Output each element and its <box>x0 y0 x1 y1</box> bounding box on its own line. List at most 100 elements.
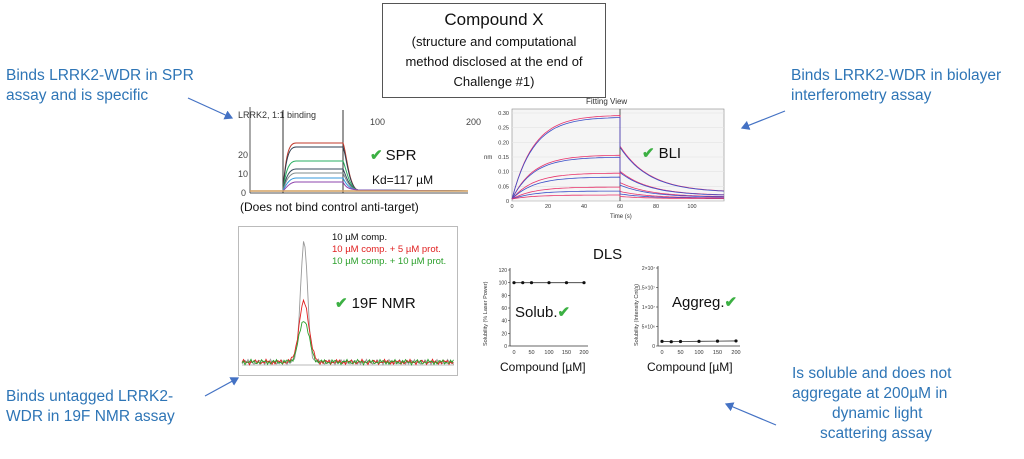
bli-xtick: 40 <box>581 204 587 210</box>
bli-panel: Fitting View 0.30 0.25 0.20 0.15 0.10 0.05 0 0… <box>484 97 725 220</box>
bli-label-text: ✔ BLI <box>642 145 681 162</box>
dls-aggreg-x-ticks: 0 50 100 150 200 <box>660 350 740 356</box>
dls-solub-ytick: 40 <box>501 319 507 325</box>
spr-ytick-0: 0 <box>241 188 246 198</box>
nmr-label-text: ✔ 19F NMR <box>335 295 416 312</box>
arrow-dls <box>724 402 777 426</box>
spr-label-text: ✔ SPR <box>370 147 417 164</box>
bli-grid <box>512 112 724 202</box>
dls-solub-point <box>547 281 551 285</box>
bli-x-ticks: 0 20 40 60 80 100 <box>510 204 696 210</box>
callout-dls-line3: dynamic light <box>832 405 923 422</box>
nmr-spectra <box>241 241 454 366</box>
callout-spr: Binds LRRK2-WDR in SPR assay and is spec… <box>6 66 194 106</box>
nmr-spectrum <box>241 321 454 366</box>
dls-aggreg-ytick: 0 <box>652 344 655 350</box>
compound-note-2: method disclosed at the end of <box>405 54 583 69</box>
callout-nmr-line2: WDR in 19F NMR assay <box>6 408 175 425</box>
dls-solub-ytick: 60 <box>501 306 507 312</box>
compound-note-1: (structure and computational <box>411 34 577 49</box>
dls-solub-point <box>512 281 516 285</box>
bli-y-ticks: 0.30 0.25 0.20 0.15 0.10 0.05 0 <box>498 111 509 205</box>
spr-ytick-20: 20 <box>238 150 248 160</box>
spr-trace <box>250 181 469 192</box>
spr-axis-200: 200 <box>466 117 481 127</box>
bli-ytick: 0.25 <box>498 126 509 132</box>
dls-solub-point <box>529 281 534 285</box>
dls-solub-ytick: 20 <box>501 331 507 337</box>
spr-ytick-10: 10 <box>238 169 248 179</box>
nmr-panel: 10 µM comp. 10 µM comp. + 5 µM prot. 10 … <box>238 226 458 376</box>
bli-trace <box>511 194 724 200</box>
callout-dls-line1: Is soluble and does not <box>792 365 952 382</box>
dls-solub-xtick: 50 <box>528 350 534 356</box>
dls-aggregation-chart: Solubility (Intensity Cnt/s) 2×10⁷ 1.5×10… <box>634 266 741 356</box>
bli-xtick: 0 <box>510 204 513 210</box>
check-icon: ✔ <box>370 147 383 164</box>
dls-solub-xtick: 100 <box>544 350 553 356</box>
dls-aggreg-point <box>734 339 738 343</box>
bli-ytick: 0.30 <box>498 111 509 117</box>
bli-x-label: Time (s) <box>610 214 632 220</box>
spr-header: LRRK2, 1:1 binding <box>238 110 316 120</box>
nmr-spectrum <box>241 241 454 366</box>
dls-solub-series <box>512 281 586 285</box>
bli-trace <box>511 190 724 200</box>
dls-solub-ytick: 0 <box>504 344 507 350</box>
spr-trace <box>250 160 469 192</box>
dls-aggreg-point <box>697 339 701 343</box>
bli-sensorgrams <box>511 115 725 200</box>
bli-ytick: 0.10 <box>498 170 509 176</box>
bli-ytick: 0.05 <box>498 184 509 190</box>
nmr-legend-1: 10 µM comp. <box>332 232 387 243</box>
dls-aggreg-point <box>678 339 683 344</box>
spr-trace <box>250 177 469 192</box>
dls-solub-point <box>582 281 586 285</box>
bli-ytick: 0.15 <box>498 155 509 161</box>
dls-solub-y-label: Solubility (% Laser Power) <box>483 281 489 346</box>
compound-title: Compound X <box>444 10 544 29</box>
bli-ytick: 0.20 <box>498 140 509 146</box>
bli-xtick: 60 <box>617 204 623 210</box>
dls-aggreg-point <box>660 339 664 343</box>
check-icon: ✔ <box>725 294 738 311</box>
dls-solub-ytick: 80 <box>501 293 507 299</box>
bli-trace <box>511 117 725 200</box>
nmr-legend-3: 10 µM comp. + 10 µM prot. <box>332 256 446 267</box>
bli-ytick: 0 <box>506 199 509 205</box>
spr-panel: LRRK2, 1:1 binding 100 200 20 10 0 ✔ SPR … <box>238 107 481 198</box>
dls-solub-x-label: Compound [µM] <box>500 360 586 374</box>
dls-solub-y-ticks: 120 100 80 60 40 20 0 <box>499 268 510 350</box>
nmr-legend-2: 10 µM comp. + 5 µM prot. <box>332 244 441 255</box>
spr-sensorgrams <box>250 142 469 192</box>
callout-dls-line2: aggregate at 200µM in <box>792 385 948 402</box>
check-icon: ✔ <box>642 145 655 162</box>
callout-bli: Binds LRRK2-WDR in biolayer interferomet… <box>791 66 1001 106</box>
dls-solub-x-ticks: 0 50 100 150 200 <box>512 350 588 356</box>
callout-bli-line1: Binds LRRK2-WDR in biolayer <box>791 67 1002 84</box>
spr-kd: Kd=117 µM <box>372 173 433 187</box>
spr-axis-100: 100 <box>370 117 385 127</box>
dls-title: DLS <box>593 246 623 263</box>
check-icon: ✔ <box>558 304 571 321</box>
dls-aggreg-xtick: 50 <box>677 350 683 356</box>
dls-aggreg-xtick: 200 <box>731 350 740 356</box>
dls-aggreg-point <box>715 339 720 343</box>
bli-xtick: 20 <box>545 204 551 210</box>
callout-dls: Is soluble and does not aggregate at 200… <box>792 364 951 444</box>
arrow-spr <box>187 97 234 120</box>
dls-aggreg-point <box>669 340 673 344</box>
callout-nmr: Binds untagged LRRK2- WDR in 19F NMR ass… <box>6 387 175 427</box>
dls-solub-xtick: 150 <box>562 350 571 356</box>
dls-aggreg-ytick: 1.5×10⁷ <box>638 286 655 292</box>
dls-aggreg-x-label: Compound [µM] <box>647 360 733 374</box>
callout-spr-line2: assay and is specific <box>6 87 149 104</box>
bli-xtick: 100 <box>687 204 696 210</box>
arrow-nmr <box>204 377 240 397</box>
dls-aggreg-xtick: 150 <box>713 350 722 356</box>
dls-aggreg-y-label: Solubility (Intensity Cnt/s) <box>634 284 640 346</box>
dls-solub-point <box>564 281 569 285</box>
callout-nmr-line1: Binds untagged LRRK2- <box>6 388 174 405</box>
bli-trace <box>511 156 724 200</box>
